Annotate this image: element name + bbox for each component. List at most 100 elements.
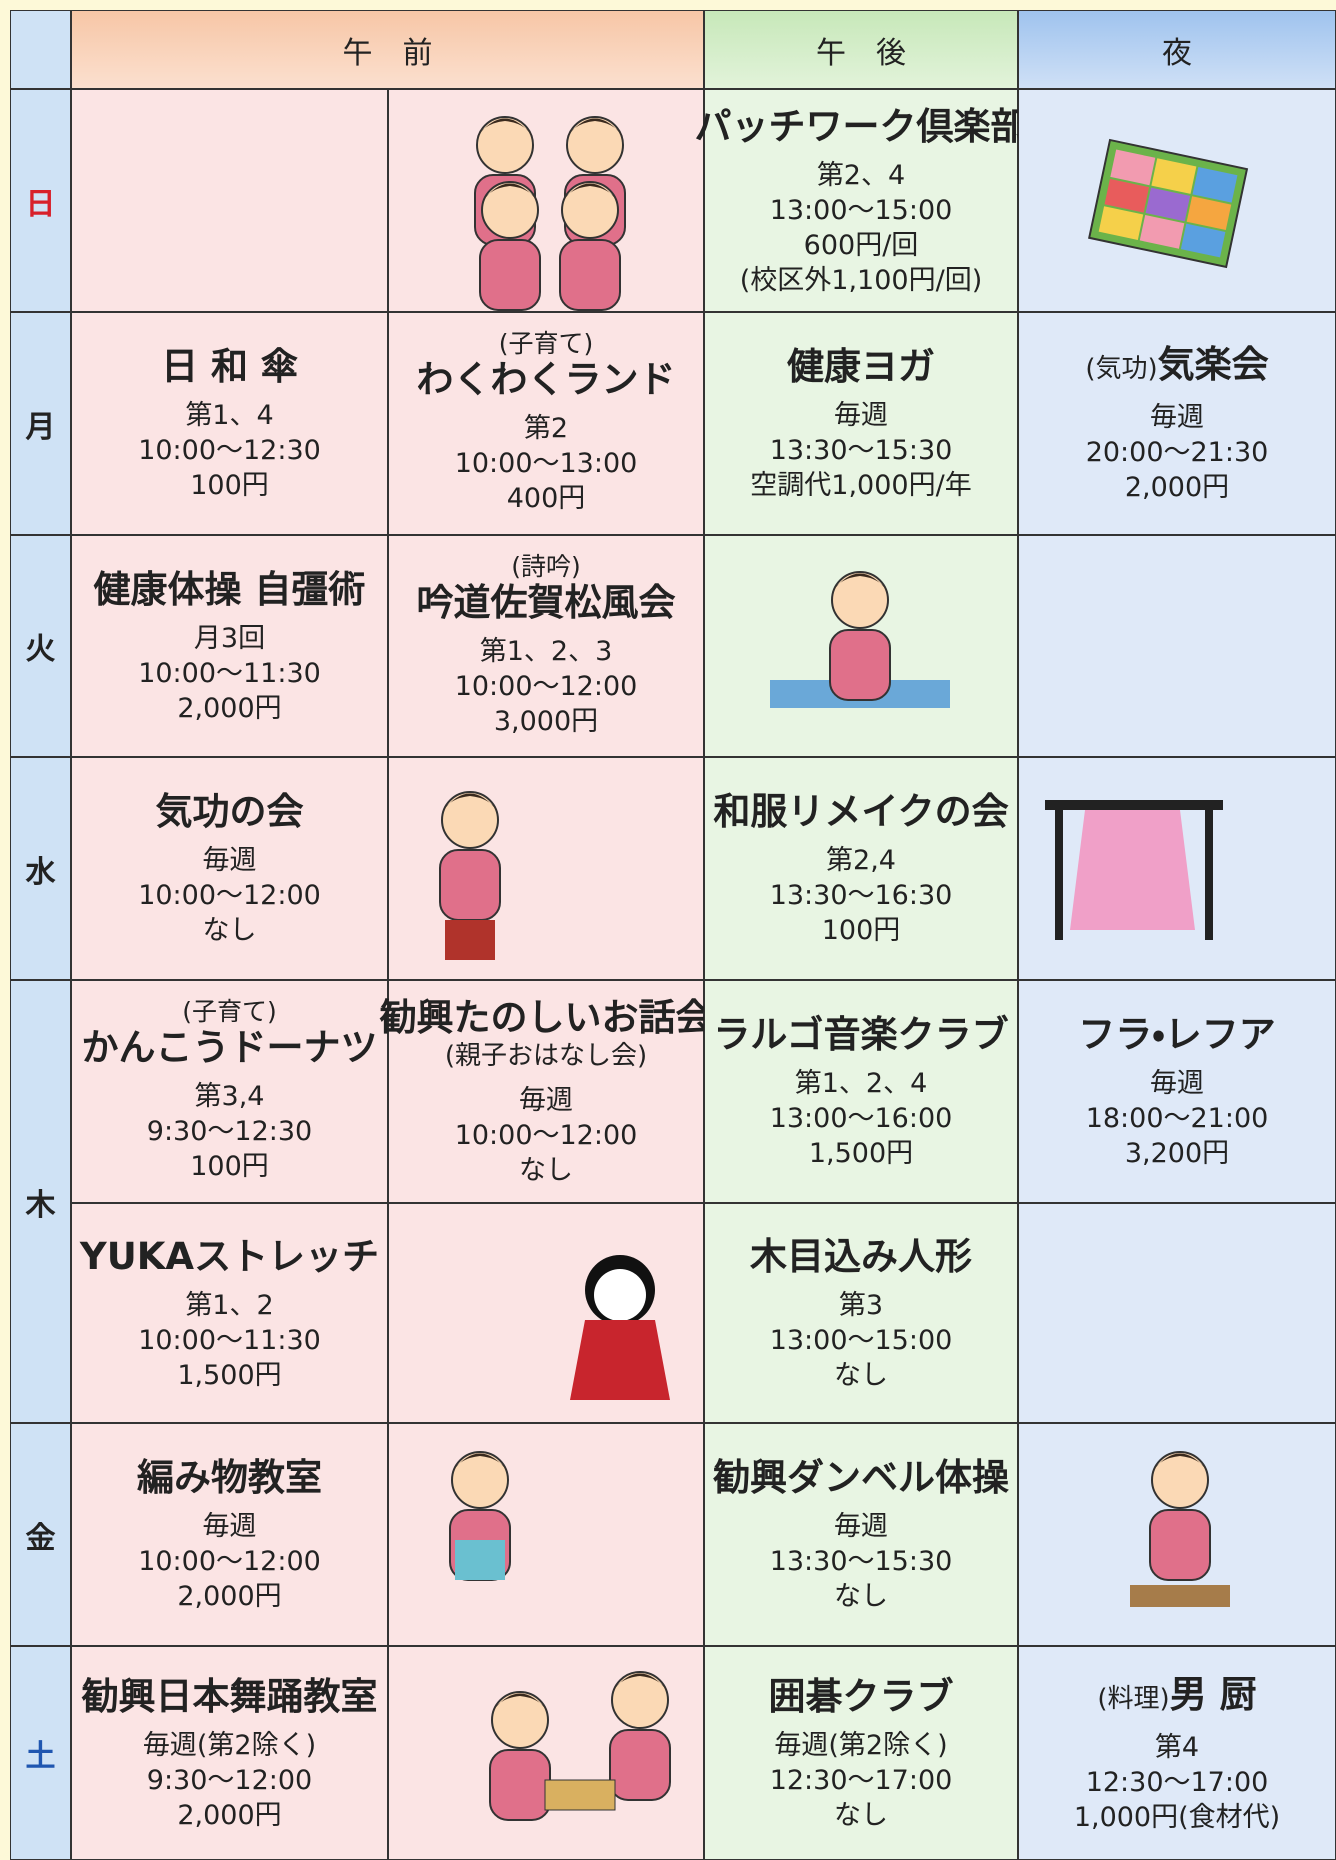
class-detail: 13:30～15:30: [769, 435, 953, 466]
class-detail: 10:00～11:30: [138, 1324, 321, 1356]
class-cell: [388, 1203, 704, 1423]
class-title: ラルゴ音楽クラブ: [713, 1012, 1008, 1058]
class-cell: 気功の会 毎週 10:00～12:00 なし: [71, 757, 388, 980]
class-cell: 木目込み人形 第3 13:00～15:00 なし: [704, 1203, 1018, 1423]
class-name: 日 和 傘: [161, 345, 298, 388]
class-detail: 1,500円: [177, 1359, 282, 1391]
class-title: わくわくランド: [417, 357, 676, 403]
class-detail: 第3: [838, 1289, 884, 1321]
class-cell: (料理)男 厨第4 12:30～17:00 1,000円(食材代): [1018, 1646, 1336, 1860]
class-cell: [1018, 1203, 1336, 1423]
class-title: 吟道佐賀松風会: [417, 580, 676, 626]
class-cell: [704, 535, 1018, 757]
class-title: かんこうドーナツ: [82, 1025, 378, 1071]
class-detail: 13:00～16:00: [769, 1103, 953, 1134]
class-name: フラ・レフア: [1078, 1013, 1276, 1056]
class-detail: 12:30～17:00: [1085, 1766, 1269, 1798]
class-detail: 毎週: [202, 845, 257, 876]
header-pm: 午 後: [704, 10, 1018, 89]
class-title: 編み物教室: [137, 1455, 322, 1501]
class-detail: 毎週: [519, 1085, 573, 1116]
class-note: (子育て): [498, 329, 594, 358]
class-detail: 第1、2、3: [479, 635, 613, 667]
class-detail: 毎週: [1150, 402, 1204, 433]
day-label: 金: [10, 1423, 71, 1646]
class-cell: 編み物教室 毎週 10:00～12:00 2,000円: [71, 1423, 388, 1646]
class-cell: (子育て) わくわくランド 第2 10:00～13:00 400円: [388, 312, 704, 535]
class-name: 囲碁クラブ: [768, 1674, 954, 1718]
class-name: ラルゴ音楽クラブ: [713, 1013, 1009, 1056]
day-label: 木: [10, 980, 71, 1423]
class-detail: 毎週(第2除く): [774, 1729, 948, 1761]
class-name: パッチワーク倶楽部: [694, 104, 1028, 148]
class-detail: 10:00～11:30: [138, 657, 321, 689]
class-detail: 20:00～21:30: [1085, 437, 1269, 468]
class-detail: 月3回: [193, 622, 266, 654]
class-cell: [1018, 89, 1336, 312]
header-night: 夜: [1018, 10, 1336, 89]
class-cell: フラ・レフア 毎週 18:00～21:00 3,200円: [1018, 980, 1336, 1203]
class-detail: 13:30～16:30: [769, 880, 953, 911]
class-cell: (気功)気楽会毎週 20:00～21:30 2,000円: [1018, 312, 1336, 535]
class-title: 木目込み人形: [750, 1234, 972, 1280]
class-detail: 3,000円: [493, 705, 599, 737]
class-detail: (校区外1,100円/回): [739, 264, 983, 296]
class-cell: 勧興たのしいお話会 (親子おはなし会) 毎週 10:00～12:00 なし: [380, 980, 713, 1203]
class-detail: 600円/回: [803, 229, 919, 261]
class-cell: パッチワーク倶楽部 第2、4 13:00～15:00 600円/回 (校区外1,100円…: [695, 89, 1028, 312]
class-cell: 囲碁クラブ 毎週(第2除く) 12:30～17:00 なし: [704, 1646, 1018, 1860]
class-cell: [1018, 535, 1336, 757]
class-detail: 10:00～12:30: [138, 435, 321, 466]
day-label: 土: [10, 1646, 71, 1860]
class-detail: なし: [834, 1581, 888, 1612]
class-title: (気功)気楽会: [1085, 342, 1268, 392]
class-cell: 健康体操 自彊術 月3回 10:00～11:30 2,000円: [71, 535, 388, 757]
class-cell: 和服リメイクの会第2,4 13:30～16:30 100円: [704, 757, 1018, 980]
class-title: 勧興日本舞踊教室: [82, 1674, 378, 1720]
class-detail: 13:00～15:00: [769, 194, 953, 226]
class-detail: 空調代1,000円/年: [750, 470, 972, 501]
class-cell: (詩吟) 吟道佐賀松風会 第1、2、3 10:00～12:00 3,000円: [388, 535, 704, 757]
class-detail: 100円: [821, 915, 901, 946]
class-detail: 第4: [1154, 1731, 1200, 1763]
class-cell: [1018, 1423, 1336, 1646]
class-subtitle: (親子おはなし会): [444, 1041, 648, 1071]
class-detail: 10:00～13:00: [454, 448, 638, 479]
class-detail: 第2,4: [826, 845, 896, 876]
day-label: 火: [10, 535, 71, 757]
class-title: パッチワーク倶楽部: [695, 104, 1028, 150]
class-detail: 2,000円: [1124, 472, 1230, 503]
class-detail: 3,200円: [1124, 1138, 1230, 1169]
class-detail: 18:00～21:00: [1085, 1103, 1269, 1134]
class-cell: [388, 1423, 704, 1646]
class-title: (料理)男 厨: [1097, 1672, 1256, 1722]
class-title: 和服リメイクの会: [713, 789, 1008, 835]
class-detail: 1,500円: [808, 1138, 914, 1169]
class-detail: 毎週: [834, 400, 888, 431]
class-detail: 10:00～12:00: [454, 1120, 638, 1151]
class-detail: なし: [202, 915, 257, 946]
class-detail: 9:30～12:30: [146, 1116, 313, 1147]
class-detail: 第3,4: [194, 1081, 265, 1112]
class-detail: なし: [519, 1155, 573, 1186]
class-name: 気楽会: [1157, 343, 1269, 386]
class-name: 勧興日本舞踊教室: [81, 1674, 378, 1718]
class-detail: 13:00～15:00: [769, 1324, 953, 1356]
class-detail: 100円: [190, 470, 269, 501]
class-detail: 第1、2: [185, 1289, 274, 1321]
class-cell: [388, 89, 704, 312]
class-cell: YUKAストレッチ 第1、2 10:00～11:30 1,500円: [71, 1203, 388, 1423]
class-name: かんこうドーナツ: [81, 1026, 378, 1069]
class-detail: 第1、2、4: [794, 1068, 928, 1099]
class-cell: [388, 1646, 704, 1860]
header-am: 午 前: [71, 10, 704, 89]
class-name: 吟道佐賀松風会: [416, 580, 676, 624]
class-detail: 第2: [523, 413, 569, 444]
class-detail: 12:30～17:00: [769, 1764, 953, 1796]
class-cell: 勧興日本舞踊教室 毎週(第2除く) 9:30～12:00 2,000円: [71, 1646, 388, 1860]
class-detail: 2,000円: [177, 1799, 282, 1831]
class-detail: 10:00～12:00: [454, 670, 638, 702]
class-detail: 毎週: [202, 1511, 257, 1542]
